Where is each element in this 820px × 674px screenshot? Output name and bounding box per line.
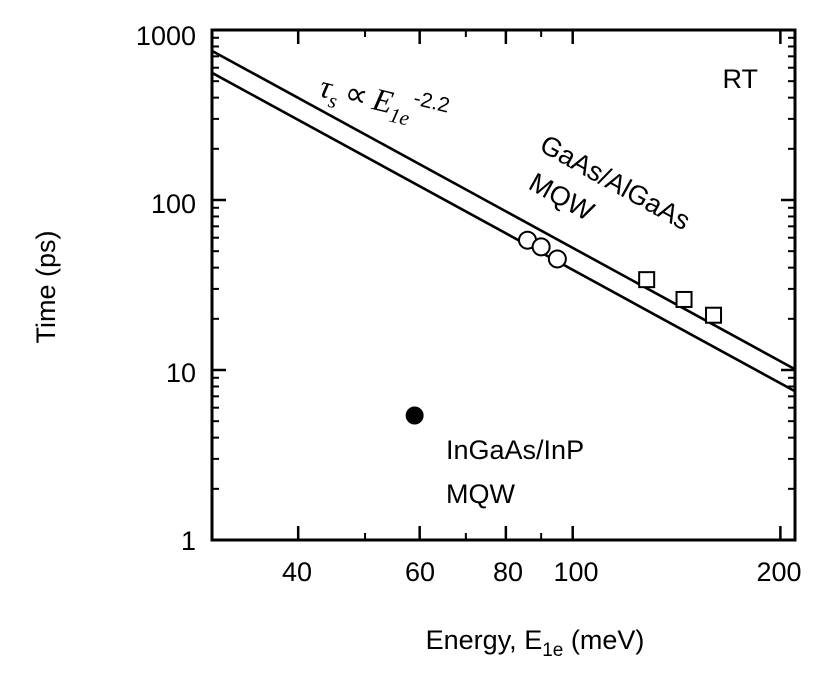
x-tick-label-40: 40 [282,557,312,587]
y-tick-label-1000: 1000 [136,21,196,51]
formula-e-subscript: 1e [387,103,412,131]
fit-line-upper [211,49,796,371]
y-tick-label-100: 100 [151,189,196,219]
x-axis-title-main: Energy, E [426,625,543,655]
y-tick-label-10: 10 [166,358,196,388]
ingaas-label-line1: InGaAs/InP [446,435,584,465]
rt-label: RT [722,64,758,94]
x-tick-label-200: 200 [756,557,801,587]
x-tick-label-60: 60 [405,557,435,587]
data-point-circle [547,249,567,269]
y-axis-title: Time (ps) [31,231,61,344]
data-point-square [638,271,656,289]
data-point-filled [405,406,424,425]
data-point-circle [531,237,551,257]
tick-marks [212,28,795,542]
ingaas-label-line2: MQW [446,479,515,509]
x-tick-label-80: 80 [493,557,523,587]
svg-text:τs∝E1e-2.2: τs∝E1e-2.2 [315,65,452,139]
x-axis-title-subscript: 1e [542,640,563,661]
y-tick-label-1: 1 [181,526,196,556]
data-points [405,230,723,425]
x-axis-title-unit: (meV) [563,625,644,655]
formula-annotation: τs∝E1e-2.2 [315,65,452,139]
formula-proportional: ∝ [341,74,372,114]
plot-frame [210,28,797,542]
formula-exponent: -2.2 [411,87,452,118]
fit-line-lower [211,71,796,393]
x-tick-label-100: 100 [553,557,598,587]
x-axis-title: Energy, E1e (meV) [426,625,645,661]
data-point-square [675,290,693,308]
data-point-square [705,306,723,324]
